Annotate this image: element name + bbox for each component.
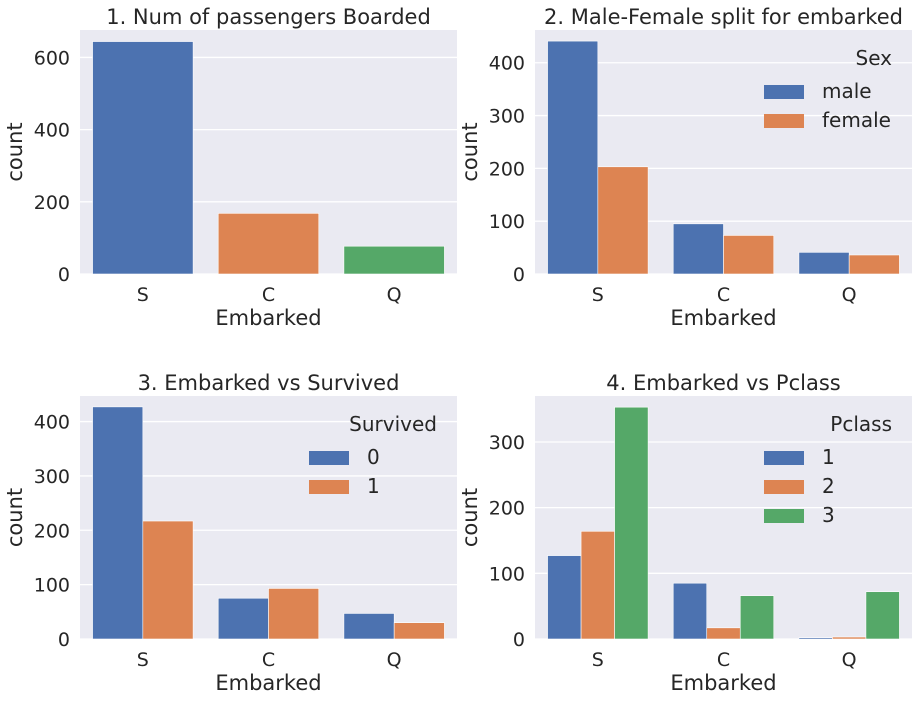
chart-2-legend: Sex male female: [764, 46, 892, 132]
chart-2-bar-Q-series-1: [848, 254, 900, 275]
chart-1-xtick-label-C: C: [262, 284, 275, 306]
chart-1-xtick-label-S: S: [137, 284, 149, 306]
chart-1-ytick-label-1: 200: [34, 192, 70, 214]
chart-3: 0 100 200 300 400 S C Q Embarked count 3. Embarked…: [3, 371, 457, 695]
chart-2-ytick-label-4: 400: [489, 53, 525, 75]
chart-1-xlabel: Embarked: [215, 306, 321, 330]
chart-4-bar-S-series-2: [614, 406, 649, 640]
chart-1-title: 1. Num of passengers Boarded: [106, 5, 431, 29]
chart-4-ytick-label-1: 100: [489, 563, 525, 585]
chart-4-bar-C-series-2: [739, 595, 775, 640]
chart-4-ytick-label-3: 300: [489, 432, 525, 454]
chart-3-legend-title: Survived: [349, 412, 437, 436]
chart-3-xtick-label-Q: Q: [387, 649, 402, 671]
chart-4-legend-swatch-2: [764, 509, 804, 523]
chart-4: 0 100 200 300 S C Q Embarked count 4. Embarked vs…: [458, 371, 912, 695]
chart-2-ytick-label-0: 0: [513, 264, 525, 286]
chart-3-xtick-label-C: C: [262, 649, 275, 671]
chart-4-ytick-label-0: 0: [513, 629, 525, 651]
chart-3-bar-C-series-1: [268, 588, 320, 640]
chart-3-bar-S-series-0: [92, 406, 144, 640]
chart-2-legend-title: Sex: [856, 46, 893, 70]
chart-4-legend-label-2: 3: [822, 503, 835, 527]
chart-2-ylabel: count: [458, 122, 482, 181]
chart-2-bar-Q-series-0: [798, 252, 850, 275]
chart-3-legend-label-0: 0: [367, 445, 380, 469]
chart-2-ytick-label-1: 100: [489, 211, 525, 233]
chart-4-legend-swatch-1: [764, 480, 804, 494]
chart-3-bar-Q-series-1: [393, 622, 445, 640]
chart-3-legend-swatch-0: [309, 451, 349, 465]
chart-3-ytick-label-4: 400: [34, 412, 70, 434]
chart-3-ytick-label-2: 200: [34, 520, 70, 542]
chart-2-xlabel: Embarked: [670, 306, 776, 330]
chart-3-bar-S-series-1: [142, 520, 194, 640]
chart-3-ytick-label-0: 0: [58, 629, 70, 651]
chart-4-legend-swatch-0: [764, 451, 804, 465]
chart-4-bar-Q-series-0: [798, 637, 833, 640]
chart-2: 0 100 200 300 400 S C Q Embarked count 2. Male-Fem…: [458, 5, 912, 330]
chart-4-legend-label-0: 1: [822, 445, 835, 469]
chart-4-bar-Q-series-1: [832, 636, 867, 640]
chart-1-ytick-label-3: 600: [34, 47, 70, 69]
chart-3-ytick-label-3: 300: [34, 466, 70, 488]
chart-4-legend-title: Pclass: [830, 412, 892, 436]
chart-4-xtick-label-S: S: [592, 649, 604, 671]
chart-3-bar-Q-series-0: [343, 613, 395, 640]
chart-4-bar-C-series-1: [706, 627, 741, 640]
chart-4-title: 4. Embarked vs Pclass: [606, 371, 840, 395]
chart-2-legend-label-1: female: [822, 108, 891, 132]
chart-2-legend-swatch-0: [764, 85, 804, 99]
chart-4-legend-label-1: 2: [822, 474, 835, 498]
chart-4-bar-C-series-0: [672, 582, 708, 640]
chart-3-ylabel: count: [3, 488, 27, 547]
chart-3-xtick-label-S: S: [137, 649, 149, 671]
chart-2-legend-label-0: male: [822, 79, 872, 103]
chart-4-bar-S-series-0: [547, 555, 582, 640]
chart-1-bar-S: [92, 41, 194, 275]
chart-4-xlabel: Embarked: [670, 671, 776, 695]
chart-2-legend-swatch-1: [764, 114, 804, 128]
chart-1-ytick-label-0: 0: [58, 264, 70, 286]
chart-1-xtick-label-Q: Q: [387, 284, 402, 306]
chart-3-title: 3. Embarked vs Survived: [138, 371, 400, 395]
chart-4-xtick-label-C: C: [717, 649, 730, 671]
chart-2-ytick-label-3: 300: [489, 106, 525, 128]
chart-2-title: 2. Male-Female split for embarked: [544, 5, 903, 29]
chart-2-ytick-label-2: 200: [489, 158, 525, 180]
chart-4-ylabel: count: [458, 488, 482, 547]
chart-3-xlabel: Embarked: [215, 671, 321, 695]
chart-2-bar-S-series-0: [547, 40, 599, 275]
chart-2-xtick-label-S: S: [592, 284, 604, 306]
chart-1-ytick-label-2: 400: [34, 120, 70, 142]
chart-3-legend-label-1: 1: [367, 474, 380, 498]
chart-3-ytick-label-1: 100: [34, 575, 70, 597]
chart-1: 0 200 400 600 S C Q Embarked count 1. Num of pass…: [3, 5, 457, 330]
chart-2-bar-S-series-1: [597, 166, 649, 275]
chart-1-bar-C: [217, 213, 320, 275]
chart-3-bar-C-series-0: [217, 597, 269, 640]
chart-4-bar-Q-series-2: [865, 591, 900, 640]
chart-4-xtick-label-Q: Q: [842, 649, 857, 671]
chart-1-bar-Q: [343, 245, 445, 275]
chart-2-bar-C-series-0: [672, 223, 724, 275]
chart-4-bar-S-series-1: [580, 530, 615, 640]
chart-3-legend: Survived 0 1: [309, 412, 437, 498]
chart-4-ytick-label-2: 200: [489, 498, 525, 520]
chart-2-bar-C-series-1: [723, 235, 775, 275]
chart-2-xtick-label-C: C: [717, 284, 730, 306]
chart-1-ylabel: count: [3, 122, 27, 181]
chart-3-legend-swatch-1: [309, 480, 349, 494]
chart-2-xtick-label-Q: Q: [842, 284, 857, 306]
chart-4-legend: Pclass 1 2 3: [764, 412, 892, 527]
